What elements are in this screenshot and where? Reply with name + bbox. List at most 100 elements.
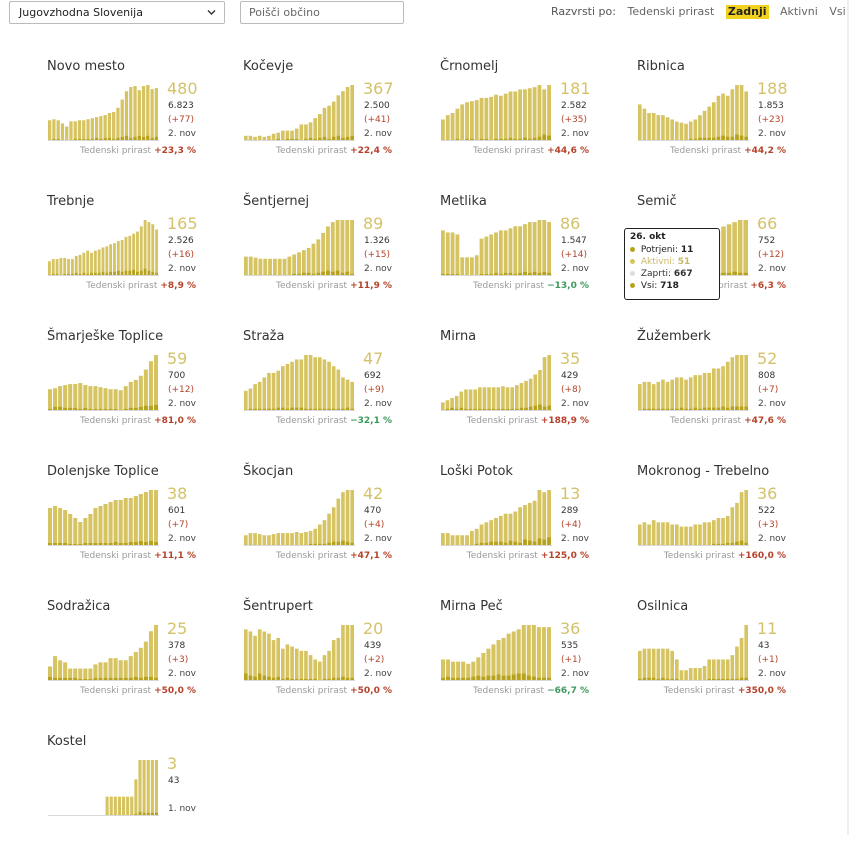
confirmed-bar [511,674,516,681]
active-bar [647,381,651,411]
region-select[interactable]: Jugovzhodna Slovenija [9,1,225,24]
search-input[interactable]: Poišči občino [240,1,404,24]
municipality-card[interactable]: Mirna Peč 36 535 (+1) 2. nov Tedenski prirast… [440,599,610,719]
municipality-card[interactable]: Šentjernej 89 1.326 (+15) 2. nov Tedenski pri… [243,194,413,314]
confirmed-bar [150,812,154,816]
municipality-card[interactable]: Mokronog - Trebelno 36 522 (+3) 2. nov Tedens… [637,464,807,584]
active-bar [271,372,276,411]
active-bar [744,355,749,411]
sparkline-chart[interactable] [244,355,355,411]
confirmed-bar [294,407,299,411]
active-bar [707,106,712,141]
active-bar [469,257,474,276]
confirmed-bar [516,673,521,681]
active-bar [656,648,661,681]
sparkline-chart[interactable] [48,760,159,816]
municipality-card[interactable]: Sodražica 25 378 (+3) 2. nov Tedenski prirast… [47,599,217,719]
active-bar [150,89,154,141]
sort-option-tedenski-prirast[interactable]: Tedenski prirast [627,5,715,18]
confirmed-bar [739,540,744,546]
sparkline-chart[interactable] [48,85,159,141]
total-cases: 289 [561,506,579,516]
sparkline-chart[interactable] [244,490,355,546]
municipality-card[interactable]: Osilnica 11 43 (+1) 2. nov Tedenski prirast +3… [637,599,807,719]
municipality-card[interactable]: Šmarješke Toplice 59 700 (+12) 2. nov Tedensk… [47,329,217,449]
confirmed-bar [48,408,53,411]
scrollbar[interactable] [847,0,849,835]
municipality-card[interactable]: Šentrupert 20 439 (+2) 2. nov Tedenski priras… [243,599,413,719]
municipality-card[interactable]: Metlika 86 1.547 (+14) 2. nov Tedenski priras… [440,194,610,314]
municipality-name: Mirna [440,329,477,344]
municipality-card[interactable]: Straža 47 692 (+9) 2. nov Tedenski prirast −32… [243,329,413,449]
active-bar [518,507,523,546]
active-bar [647,648,651,681]
sparkline-chart[interactable] [244,625,355,681]
active-bar [716,659,721,681]
sparkline-chart[interactable] [638,85,749,141]
active-bar [257,381,262,411]
municipality-card[interactable]: Črnomelj 181 2.582 (+35) 2. nov Tedenski prir… [440,59,610,179]
sort-option-vsi[interactable]: Vsi [829,5,846,18]
sparkline-chart[interactable] [48,355,159,411]
sparkline-chart[interactable] [441,85,552,141]
confirmed-bar [515,408,519,411]
sparkline-chart[interactable] [441,220,552,276]
confirmed-bar [498,138,503,141]
active-bar [128,498,133,546]
sparkline-chart[interactable] [244,85,355,141]
confirmed-bar [503,542,508,546]
confirmed-bar [83,543,88,546]
municipality-card[interactable]: Dolenjske Toplice 38 601 (+7) 2. nov Tedenski… [47,464,217,584]
last-date: 2. nov [168,399,196,409]
municipality-card[interactable]: Kostel 3 43 1. nov [47,734,217,854]
confirmed-bar [67,273,70,276]
municipality-card[interactable]: Kočevje 367 2.500 (+41) 2. nov Tedenski prira… [243,59,413,179]
confirmed-bar [721,406,725,411]
sparkline-chart[interactable] [244,220,355,276]
active-bar [508,228,513,276]
active-bar [97,249,101,276]
active-bar [527,502,532,546]
active-bar [301,250,306,276]
sparkline-chart[interactable] [638,625,749,681]
sparkline-chart[interactable] [48,220,159,276]
sparkline-chart[interactable] [441,625,552,681]
confirmed-bar [133,136,137,141]
sparkline-chart[interactable] [441,490,552,546]
sparkline-chart[interactable] [638,355,749,411]
active-bar [262,377,267,411]
confirmed-bar [651,677,656,681]
active-bar [257,534,262,546]
confirmed-bar [744,677,749,681]
active-bar [133,86,137,141]
confirmed-bar [276,138,281,141]
active-bar [665,381,670,411]
sparkline-chart[interactable] [638,490,749,546]
municipality-card[interactable]: Škocjan 42 470 (+4) 2. nov Tedenski prirast +4… [243,464,413,584]
sparkline-chart[interactable] [48,625,159,681]
active-bar [532,87,537,141]
municipality-card[interactable]: Trebnje 165 2.526 (+16) 2. nov Tedenski prira… [47,194,217,314]
confirmed-bar [331,408,336,411]
active-bar [665,117,670,141]
municipality-card[interactable]: Ribnica 188 1.853 (+23) 2. nov Tedenski prira… [637,59,807,179]
municipality-name: Trebnje [47,194,95,209]
sparkline-chart[interactable] [441,355,552,411]
municipality-card[interactable]: Mirna 35 429 (+8) 2. nov Tedenski prirast +188… [440,329,610,449]
municipality-card[interactable]: Loški Potok 13 289 (+4) 2. nov Tedenski prira… [440,464,610,584]
sort-option-zadnji[interactable]: Zadnji [725,5,769,19]
municipality-card[interactable]: Žužemberk 52 808 (+7) 2. nov Tedenski prirast… [637,329,807,449]
confirmed-bar [461,677,466,681]
active-bar [253,384,257,411]
sparkline-chart[interactable] [48,490,159,546]
last-date: 2. nov [758,264,786,274]
municipality-card[interactable]: Novo mesto 480 6.823 (+77) 2. nov Tedenski pr… [47,59,217,179]
confirmed-bar [103,677,108,681]
weekly-growth: Tedenski prirast +188,9 % [440,416,589,426]
active-bar [445,400,450,411]
active-bar [94,117,99,141]
active-bar [74,255,78,276]
confirmed-bar [441,677,446,681]
active-bar [311,243,316,276]
sort-option-aktivni[interactable]: Aktivni [780,5,818,18]
